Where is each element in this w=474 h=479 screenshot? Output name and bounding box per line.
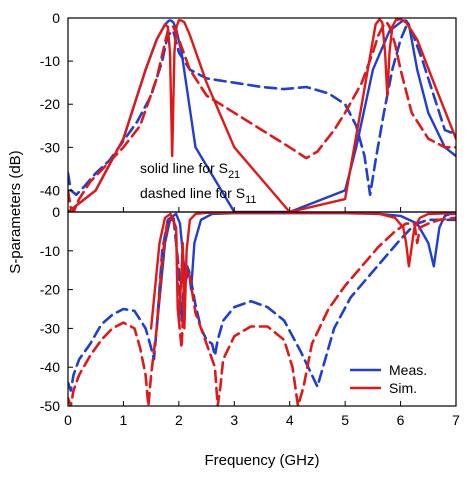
series-meas-s11-line <box>68 214 456 392</box>
y-tick-label: -20 <box>40 96 60 112</box>
annotation-11: dashed line for S11 <box>140 185 257 206</box>
series-sim-s21-line <box>68 18 456 212</box>
x-tick-label: 1 <box>120 412 128 428</box>
x-tick-label: 2 <box>175 412 183 428</box>
x-tick-label: 6 <box>397 412 405 428</box>
x-tick-label: 4 <box>286 412 294 428</box>
y-tick-label: 0 <box>52 204 60 220</box>
y-tick-label: -40 <box>40 359 60 375</box>
y-tick-label: -50 <box>40 398 60 414</box>
plot-frame <box>67 211 457 407</box>
x-tick-label: 0 <box>64 412 72 428</box>
y-tick-label: -40 <box>40 182 60 198</box>
series-meas-s21-line <box>155 212 456 330</box>
y-tick-label: -20 <box>40 282 60 298</box>
series-sim-s11-line <box>68 216 456 406</box>
y-axis-title: S-parameters (dB) <box>7 150 24 273</box>
legend-label: Meas. <box>389 362 427 378</box>
x-tick-label: 7 <box>452 412 460 428</box>
legend: Meas. Sim. <box>350 362 427 396</box>
y-tick-label: 0 <box>52 10 60 26</box>
x-axis-title: Frequency (GHz) <box>204 452 319 469</box>
x-tick-label: 3 <box>230 412 238 428</box>
y-tick-label: -10 <box>40 243 60 259</box>
series-sim-s11-line <box>68 21 456 212</box>
top-panel: 0 -10 -20 -30 -40 solid line for S21 dashed li… <box>40 10 457 213</box>
x-tick-label: 5 <box>341 412 349 428</box>
legend-label: Sim. <box>389 380 417 396</box>
y-tick-label: -10 <box>40 53 60 69</box>
series-meas-s11-line <box>68 25 456 197</box>
y-tick-label: -30 <box>40 139 60 155</box>
y-tick-label: -30 <box>40 320 60 336</box>
annotation-21: solid line for S21 <box>140 160 240 181</box>
